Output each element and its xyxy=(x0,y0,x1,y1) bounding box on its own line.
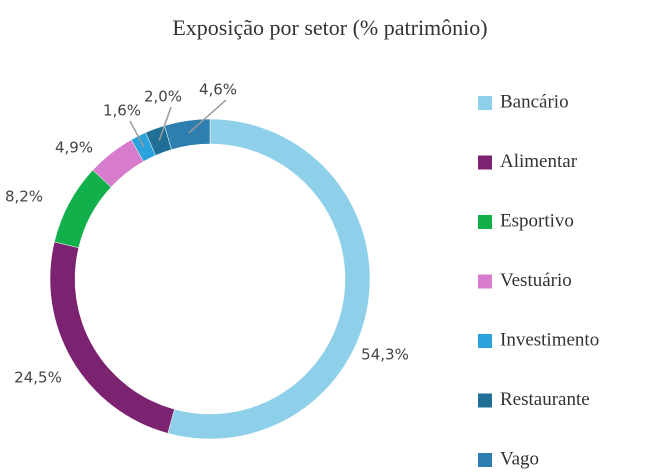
legend-label: Bancário xyxy=(500,91,569,112)
legend-swatch xyxy=(478,155,492,170)
donut-slice xyxy=(167,118,371,440)
donut-slice xyxy=(49,241,175,434)
legend-swatch xyxy=(478,274,492,289)
chart-title: Exposição por setor (% patrimônio) xyxy=(172,15,487,40)
data-label: 4,6% xyxy=(199,81,237,99)
legend-label: Alimentar xyxy=(500,151,578,172)
leader-line xyxy=(158,106,172,141)
leader-line xyxy=(188,99,227,134)
legend-swatch xyxy=(478,393,492,408)
legend-swatch xyxy=(478,215,492,229)
legend-swatch xyxy=(478,96,492,110)
legend-label: Vago xyxy=(500,448,539,469)
data-label: 2,0% xyxy=(144,88,182,106)
legend-label: Vestuário xyxy=(500,270,572,291)
data-label: 54,3% xyxy=(361,346,409,364)
donut-slice xyxy=(164,118,211,150)
legend-label: Investimento xyxy=(500,329,599,350)
data-label: 8,2% xyxy=(5,188,43,206)
legend-swatch xyxy=(478,453,492,467)
donut-slice xyxy=(54,169,112,249)
legend-swatch xyxy=(478,334,492,348)
legend-label: Restaurante xyxy=(500,389,590,410)
leader-line xyxy=(129,120,145,148)
data-label: 4,9% xyxy=(55,139,93,157)
legend-label: Esportivo xyxy=(500,210,574,231)
data-label: 1,6% xyxy=(103,102,141,120)
data-label: 24,5% xyxy=(14,369,62,387)
